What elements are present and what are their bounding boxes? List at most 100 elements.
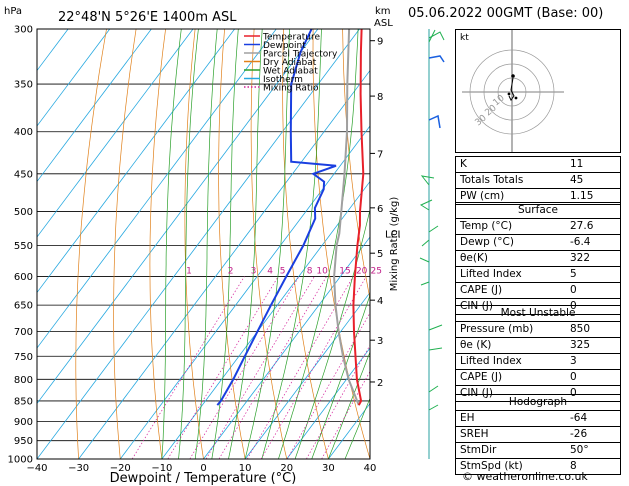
dewpoint-line bbox=[216, 29, 337, 406]
pressure-tick-label: 800 bbox=[14, 375, 33, 386]
mixing-ratio-line bbox=[189, 276, 300, 459]
isotherm bbox=[244, 291, 370, 459]
isotherm bbox=[37, 29, 194, 238]
legend-label: Dewpoint bbox=[263, 41, 306, 51]
height-tick-label: 2 bbox=[377, 378, 383, 389]
height-tick-label: 3 bbox=[377, 336, 383, 347]
hodograph-unit-label: kt bbox=[460, 33, 469, 43]
mixing-ratio-value-label: 25 bbox=[371, 267, 382, 277]
surface-title: Surface bbox=[456, 203, 620, 219]
temperature-tick-label: 30 bbox=[322, 463, 335, 474]
pressure-tick-label: 900 bbox=[14, 417, 33, 428]
isotherm bbox=[37, 29, 152, 183]
pressure-tick-label: 650 bbox=[14, 301, 33, 312]
surface-table: Surface Temp (°C) 27.6 Dewp (°C) -6.4 θe(K… bbox=[455, 202, 621, 315]
isotherm bbox=[161, 180, 370, 459]
surface-row: Lifted Index 5 bbox=[456, 267, 620, 283]
dry-adiabat bbox=[218, 29, 246, 459]
wet-adiabat bbox=[344, 397, 370, 459]
hodograph-title: Hodograph bbox=[456, 395, 620, 411]
wind-flags bbox=[428, 55, 445, 129]
mixing-ratio-line bbox=[306, 344, 370, 459]
skewt-diagram: hPa 22°48'N 5°26'E 1400m ASL km ASL 3003… bbox=[4, 6, 400, 486]
index-row: K 11 bbox=[456, 157, 620, 173]
mixing-ratio-value-label: 1 bbox=[186, 267, 192, 277]
mixing-ratio-line bbox=[131, 276, 245, 459]
wind-barbs bbox=[419, 29, 445, 411]
hodograph-panel: kt 10 20 30 bbox=[455, 29, 621, 153]
mixing-ratio-value-label: 15 bbox=[339, 267, 350, 277]
surface-row: CAPE (J) 0 bbox=[456, 283, 620, 299]
height-tick-label: 9 bbox=[377, 37, 383, 48]
temperature-tick-label: −10 bbox=[151, 463, 172, 474]
mixing-ratio-line bbox=[218, 276, 327, 459]
stability-indices: K 11 Totals Totals 45 PW (cm) 1.15 bbox=[455, 156, 621, 205]
location-title: 22°48'N 5°26'E 1400m ASL bbox=[58, 10, 237, 25]
mixing-ratio-value-label: 3 bbox=[251, 267, 257, 277]
wet-adiabat bbox=[211, 29, 239, 459]
most-unstable-table: Most Unstable Pressure (mb) 850 θe (K) 325… bbox=[455, 305, 621, 402]
wet-adiabat bbox=[244, 29, 291, 459]
mixing-ratio-line bbox=[205, 276, 315, 459]
hodo-row: EH -64 bbox=[456, 411, 620, 427]
mixing-ratio-value-label: 4 bbox=[267, 267, 273, 277]
credit-text: © weatheronline.co.uk bbox=[462, 470, 588, 483]
height-axis: 9 8 7 6 5 4 3 2 LCL bbox=[370, 37, 400, 389]
dry-adiabat bbox=[282, 29, 329, 459]
index-row: PW (cm) 1.15 bbox=[460, 190, 594, 202]
dry-adiabat bbox=[149, 29, 166, 459]
asl-label: ASL bbox=[374, 18, 393, 29]
mu-row: Lifted Index 3 bbox=[456, 354, 620, 370]
mu-row: θe (K) 325 bbox=[456, 338, 620, 354]
mixing-ratio-line bbox=[246, 276, 354, 459]
mixing-ratio-value-label: 8 bbox=[307, 267, 313, 277]
isotherm bbox=[37, 29, 235, 294]
dry-adiabat bbox=[75, 29, 107, 459]
wet-adiabat bbox=[294, 207, 370, 459]
index-row: Totals Totals 45 bbox=[456, 173, 620, 189]
plot-frame bbox=[36, 28, 371, 460]
hodograph-table: Hodograph EH -64 SREH -26 StmDir 50° StmSpd… bbox=[455, 394, 621, 475]
mixing-ratio-value-label: 20 bbox=[356, 267, 368, 277]
hodograph-ring-30 bbox=[469, 49, 555, 135]
mu-row: CAPE (J) 0 bbox=[456, 370, 620, 386]
profile-lines bbox=[216, 29, 365, 406]
background-lines bbox=[37, 29, 370, 459]
mixing-ratio-value-label: 5 bbox=[280, 267, 286, 277]
temperature-line bbox=[352, 29, 365, 406]
hodograph-trace bbox=[508, 77, 515, 101]
isotherm bbox=[37, 29, 277, 349]
mixing-ratio-axis-label: Mixing Ratio (g/kg) bbox=[389, 197, 400, 292]
pressure-tick-label: 500 bbox=[14, 207, 33, 218]
mu-row: Pressure (mb) 850 bbox=[456, 322, 620, 338]
mixing-ratio-value-label: 10 bbox=[316, 267, 328, 277]
legend-label: Wet Adiabat bbox=[263, 67, 318, 77]
wet-adiabat bbox=[178, 29, 199, 459]
surface-row: Temp (°C) 27.6 bbox=[456, 219, 620, 235]
pressure-tick-label: 850 bbox=[14, 396, 33, 407]
pressure-tick-label: 550 bbox=[14, 241, 33, 252]
legend-label: Temperature bbox=[262, 33, 320, 43]
mixing-ratio-labels: 1 2 3 4 5 8 10 15 20 25 bbox=[186, 267, 382, 277]
hodograph-plot: kt 10 20 30 bbox=[460, 30, 564, 152]
mixing-ratio-line bbox=[286, 312, 370, 459]
pressure-tick-label: 400 bbox=[14, 127, 33, 138]
isotherm bbox=[37, 29, 69, 72]
legend-label: Isotherm bbox=[263, 75, 303, 85]
height-tick-label: 4 bbox=[377, 296, 383, 307]
surface-row: CIN (J) 0 bbox=[460, 300, 577, 312]
temperature-tick-label: 10 bbox=[239, 463, 252, 474]
hpa-label: hPa bbox=[4, 6, 22, 17]
most-unstable-title: Most Unstable bbox=[456, 306, 620, 322]
mixing-ratio-line bbox=[321, 370, 370, 459]
pressure-tick-label: 950 bbox=[14, 436, 33, 447]
pressure-axis: 300 350 400 450 500 550 600 650 700 750 800 850 900 9… bbox=[8, 25, 33, 466]
wet-adiabat bbox=[278, 29, 359, 459]
height-tick-label: 5 bbox=[377, 249, 383, 260]
pressure-tick-label: 750 bbox=[14, 352, 33, 363]
temperature-tick-label: 40 bbox=[364, 463, 377, 474]
wet-adiabat bbox=[228, 29, 263, 459]
lcl-label: LCL bbox=[385, 230, 400, 241]
temperature-axis: −40 −30 −20 −10 0 10 20 30 40 bbox=[26, 463, 376, 474]
